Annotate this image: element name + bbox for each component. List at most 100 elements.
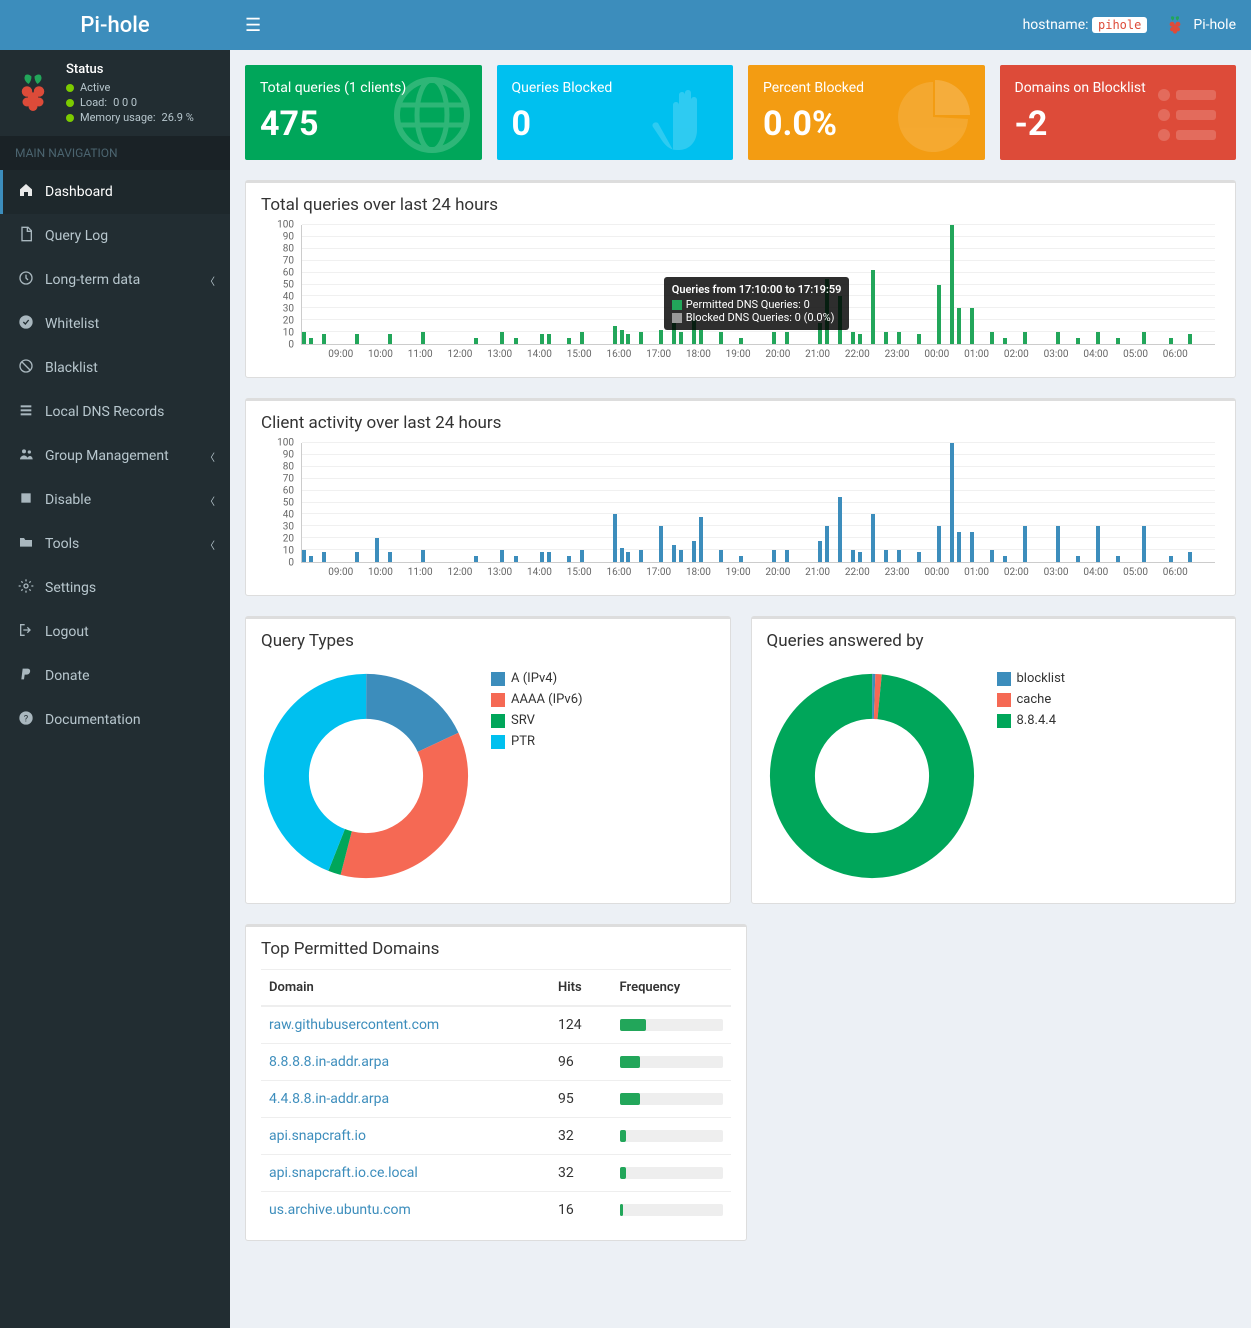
chart-bar[interactable]: [917, 334, 921, 344]
chart-bar[interactable]: [937, 285, 941, 345]
chart-bar[interactable]: [1096, 526, 1100, 562]
domain-link[interactable]: us.archive.ubuntu.com: [269, 1202, 411, 1218]
chart-bar[interactable]: [838, 497, 842, 562]
sidebar-item-localdns[interactable]: Local DNS Records: [0, 390, 230, 434]
total-queries-chart[interactable]: 010203040506070809010009:0010:0011:0012:…: [261, 225, 1220, 365]
chart-bar[interactable]: [785, 550, 789, 562]
chart-bar[interactable]: [818, 541, 822, 562]
sidebar-item-longterm[interactable]: Long-term data〈: [0, 258, 230, 302]
chart-bar[interactable]: [1076, 338, 1080, 344]
chart-bar[interactable]: [514, 556, 518, 562]
chart-bar[interactable]: [639, 332, 643, 344]
stat-box[interactable]: Queries Blocked0: [497, 65, 734, 160]
chart-bar[interactable]: [388, 552, 392, 562]
chart-bar[interactable]: [990, 332, 994, 344]
chart-bar[interactable]: [884, 550, 888, 562]
brand-logo[interactable]: Pi-hole: [0, 0, 230, 50]
stat-box[interactable]: Total queries (1 clients)475: [245, 65, 482, 160]
chart-bar[interactable]: [500, 550, 504, 562]
chart-bar[interactable]: [1056, 332, 1060, 344]
sidebar-item-donate[interactable]: Donate: [0, 654, 230, 698]
domain-link[interactable]: api.snapcraft.io: [269, 1128, 366, 1144]
chart-bar[interactable]: [897, 550, 901, 562]
chart-bar[interactable]: [1142, 332, 1146, 344]
chart-bar[interactable]: [659, 526, 663, 562]
chart-bar[interactable]: [580, 332, 584, 344]
chart-bar[interactable]: [613, 514, 617, 562]
chart-bar[interactable]: [474, 338, 478, 344]
chart-bar[interactable]: [1076, 556, 1080, 562]
chart-bar[interactable]: [851, 550, 855, 562]
chart-bar[interactable]: [1003, 338, 1007, 344]
chart-bar[interactable]: [514, 338, 518, 344]
sidebar-item-docs[interactable]: ?Documentation: [0, 698, 230, 742]
chart-bar[interactable]: [970, 308, 974, 344]
legend-item[interactable]: AAAA (IPv6): [491, 692, 583, 707]
chart-bar[interactable]: [871, 514, 875, 562]
chart-bar[interactable]: [626, 334, 630, 344]
chart-bar[interactable]: [1188, 334, 1192, 344]
donut-segment[interactable]: [286, 696, 445, 855]
chart-bar[interactable]: [917, 552, 921, 562]
domain-link[interactable]: api.snapcraft.io.ce.local: [269, 1165, 418, 1181]
header-pihole-link[interactable]: Pi-hole: [1165, 15, 1236, 35]
chart-bar[interactable]: [1169, 338, 1173, 344]
chart-bar[interactable]: [567, 338, 571, 344]
chart-bar[interactable]: [957, 308, 961, 344]
chart-bar[interactable]: [772, 550, 776, 562]
stat-box[interactable]: Percent Blocked0.0%: [748, 65, 985, 160]
chart-bar[interactable]: [937, 526, 941, 562]
chart-bar[interactable]: [309, 556, 313, 562]
chart-bar[interactable]: [1116, 338, 1120, 344]
chart-bar[interactable]: [500, 332, 504, 344]
chart-bar[interactable]: [302, 550, 306, 562]
chart-bar[interactable]: [719, 550, 723, 562]
chart-bar[interactable]: [679, 550, 683, 562]
sidebar-item-blacklist[interactable]: Blacklist: [0, 346, 230, 390]
chart-bar[interactable]: [474, 556, 478, 562]
sidebar-item-querylog[interactable]: Query Log: [0, 214, 230, 258]
chart-bar[interactable]: [322, 334, 326, 344]
sidebar-item-tools[interactable]: Tools〈: [0, 522, 230, 566]
table-header[interactable]: Domain: [261, 970, 550, 1007]
chart-bar[interactable]: [355, 334, 359, 344]
chart-bar[interactable]: [970, 532, 974, 562]
chart-bar[interactable]: [1142, 526, 1146, 562]
donut-segment[interactable]: [792, 696, 951, 855]
chart-bar[interactable]: [672, 545, 676, 562]
chart-bar[interactable]: [825, 526, 829, 562]
chart-bar[interactable]: [1023, 332, 1027, 344]
chart-bar[interactable]: [547, 334, 551, 344]
query-types-donut[interactable]: [261, 671, 471, 881]
table-header[interactable]: Hits: [550, 970, 612, 1007]
chart-bar[interactable]: [858, 334, 862, 344]
chart-bar[interactable]: [719, 332, 723, 344]
sidebar-item-whitelist[interactable]: Whitelist: [0, 302, 230, 346]
chart-bar[interactable]: [1096, 332, 1100, 344]
chart-bar[interactable]: [639, 550, 643, 562]
chart-bar[interactable]: [388, 334, 392, 344]
legend-item[interactable]: 8.8.4.4: [997, 713, 1066, 728]
chart-bar[interactable]: [580, 550, 584, 562]
legend-item[interactable]: PTR: [491, 734, 583, 749]
chart-bar[interactable]: [375, 538, 379, 562]
chart-bar[interactable]: [957, 532, 961, 562]
chart-bar[interactable]: [1116, 556, 1120, 562]
chart-bar[interactable]: [626, 552, 630, 562]
chart-bar[interactable]: [699, 330, 703, 344]
chart-bar[interactable]: [1003, 556, 1007, 562]
chart-bar[interactable]: [871, 270, 875, 344]
chart-bar[interactable]: [692, 541, 696, 562]
menu-toggle-icon[interactable]: ☰: [245, 15, 261, 36]
chart-bar[interactable]: [620, 330, 624, 344]
domain-link[interactable]: raw.githubusercontent.com: [269, 1017, 439, 1033]
chart-bar[interactable]: [620, 548, 624, 562]
domain-link[interactable]: 8.8.8.8.in-addr.arpa: [269, 1054, 389, 1070]
chart-bar[interactable]: [309, 338, 313, 344]
chart-bar[interactable]: [322, 552, 326, 562]
sidebar-item-settings[interactable]: Settings: [0, 566, 230, 610]
legend-item[interactable]: A (IPv4): [491, 671, 583, 686]
chart-bar[interactable]: [739, 338, 743, 344]
answered-by-donut[interactable]: [767, 671, 977, 881]
legend-item[interactable]: blocklist: [997, 671, 1066, 686]
